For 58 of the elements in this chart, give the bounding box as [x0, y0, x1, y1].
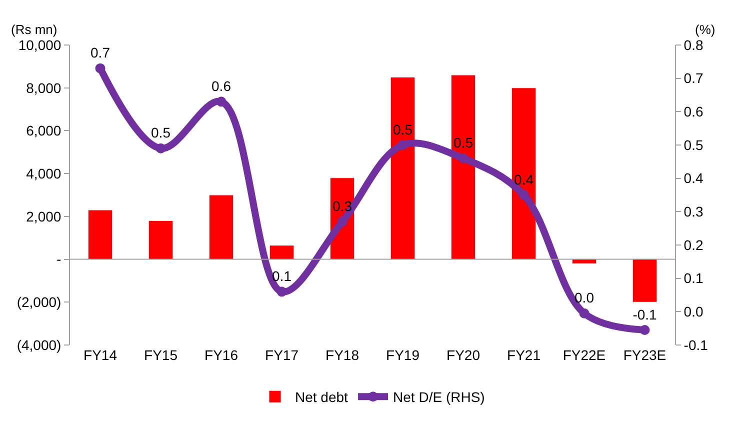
bar [88, 210, 113, 260]
data-label: 0.5 [151, 124, 171, 141]
x-tick-label: FY19 [386, 347, 420, 363]
x-tick-label: FY20 [446, 347, 480, 363]
y-axis-title: (Rs mn) [11, 22, 58, 37]
y-tick-label: 10,000 [18, 36, 62, 53]
bar [269, 245, 294, 260]
point [95, 63, 106, 74]
y-tick-label: (4,000) [16, 336, 62, 353]
y2-tick-label: -0.1 [684, 336, 708, 353]
y-tick-label: 2,000 [26, 208, 62, 224]
y-tick-label: (2,000) [16, 294, 62, 310]
bar [450, 74, 476, 260]
x-tick-label: FY16 [204, 347, 238, 363]
data-label: 0.6 [212, 78, 232, 94]
y2-tick-label: 0.6 [684, 104, 704, 120]
y2-tick-label: 0.2 [684, 236, 704, 253]
y-tick-label: 6,000 [26, 122, 62, 139]
bar [511, 88, 536, 260]
y-tick-label: 4,000 [26, 165, 62, 182]
point [276, 286, 287, 297]
point [398, 140, 408, 150]
x-tick-label: FY15 [144, 347, 178, 363]
y2-tick-label: 0.4 [684, 170, 704, 186]
y-tick-label: - [56, 251, 62, 268]
bar [148, 220, 174, 260]
y2-tick-label: 0.0 [684, 304, 704, 320]
x-tick-label: FY21 [507, 347, 541, 363]
point [579, 308, 590, 318]
data-label: 0.0 [574, 290, 594, 306]
bar [390, 76, 416, 260]
y-tick-label: 8,000 [26, 80, 62, 96]
x-tick-label: FY22E [562, 347, 606, 363]
y2-tick-label: 0.1 [684, 270, 704, 286]
bar [208, 194, 234, 260]
bar [632, 259, 658, 302]
point [216, 96, 226, 107]
x-tick-label: FY14 [84, 347, 118, 363]
point [156, 143, 166, 154]
x-tick-label: FY17 [265, 347, 299, 363]
y2-axis-title: (%) [695, 22, 716, 37]
legend-label: Net debt [295, 389, 348, 406]
y2-tick-label: 0.3 [684, 204, 704, 220]
y2-tick-label: 0.8 [684, 36, 704, 53]
x-tick-label: FY18 [326, 347, 360, 363]
data-label: -0.1 [632, 306, 658, 322]
y2-tick-label: 0.5 [684, 136, 704, 153]
y2-tick-label: 0.7 [684, 70, 704, 86]
point [337, 216, 348, 227]
point [458, 153, 468, 164]
point [518, 190, 529, 200]
data-label: 0.5 [454, 134, 474, 151]
data-label: 0.4 [514, 171, 534, 188]
x-tick-label: FY23E [623, 347, 666, 363]
data-label: 0.5 [393, 121, 413, 138]
data-label: 0.7 [90, 44, 110, 61]
legend-label: Net D/E (RHS) [393, 389, 485, 406]
point [640, 325, 650, 335]
